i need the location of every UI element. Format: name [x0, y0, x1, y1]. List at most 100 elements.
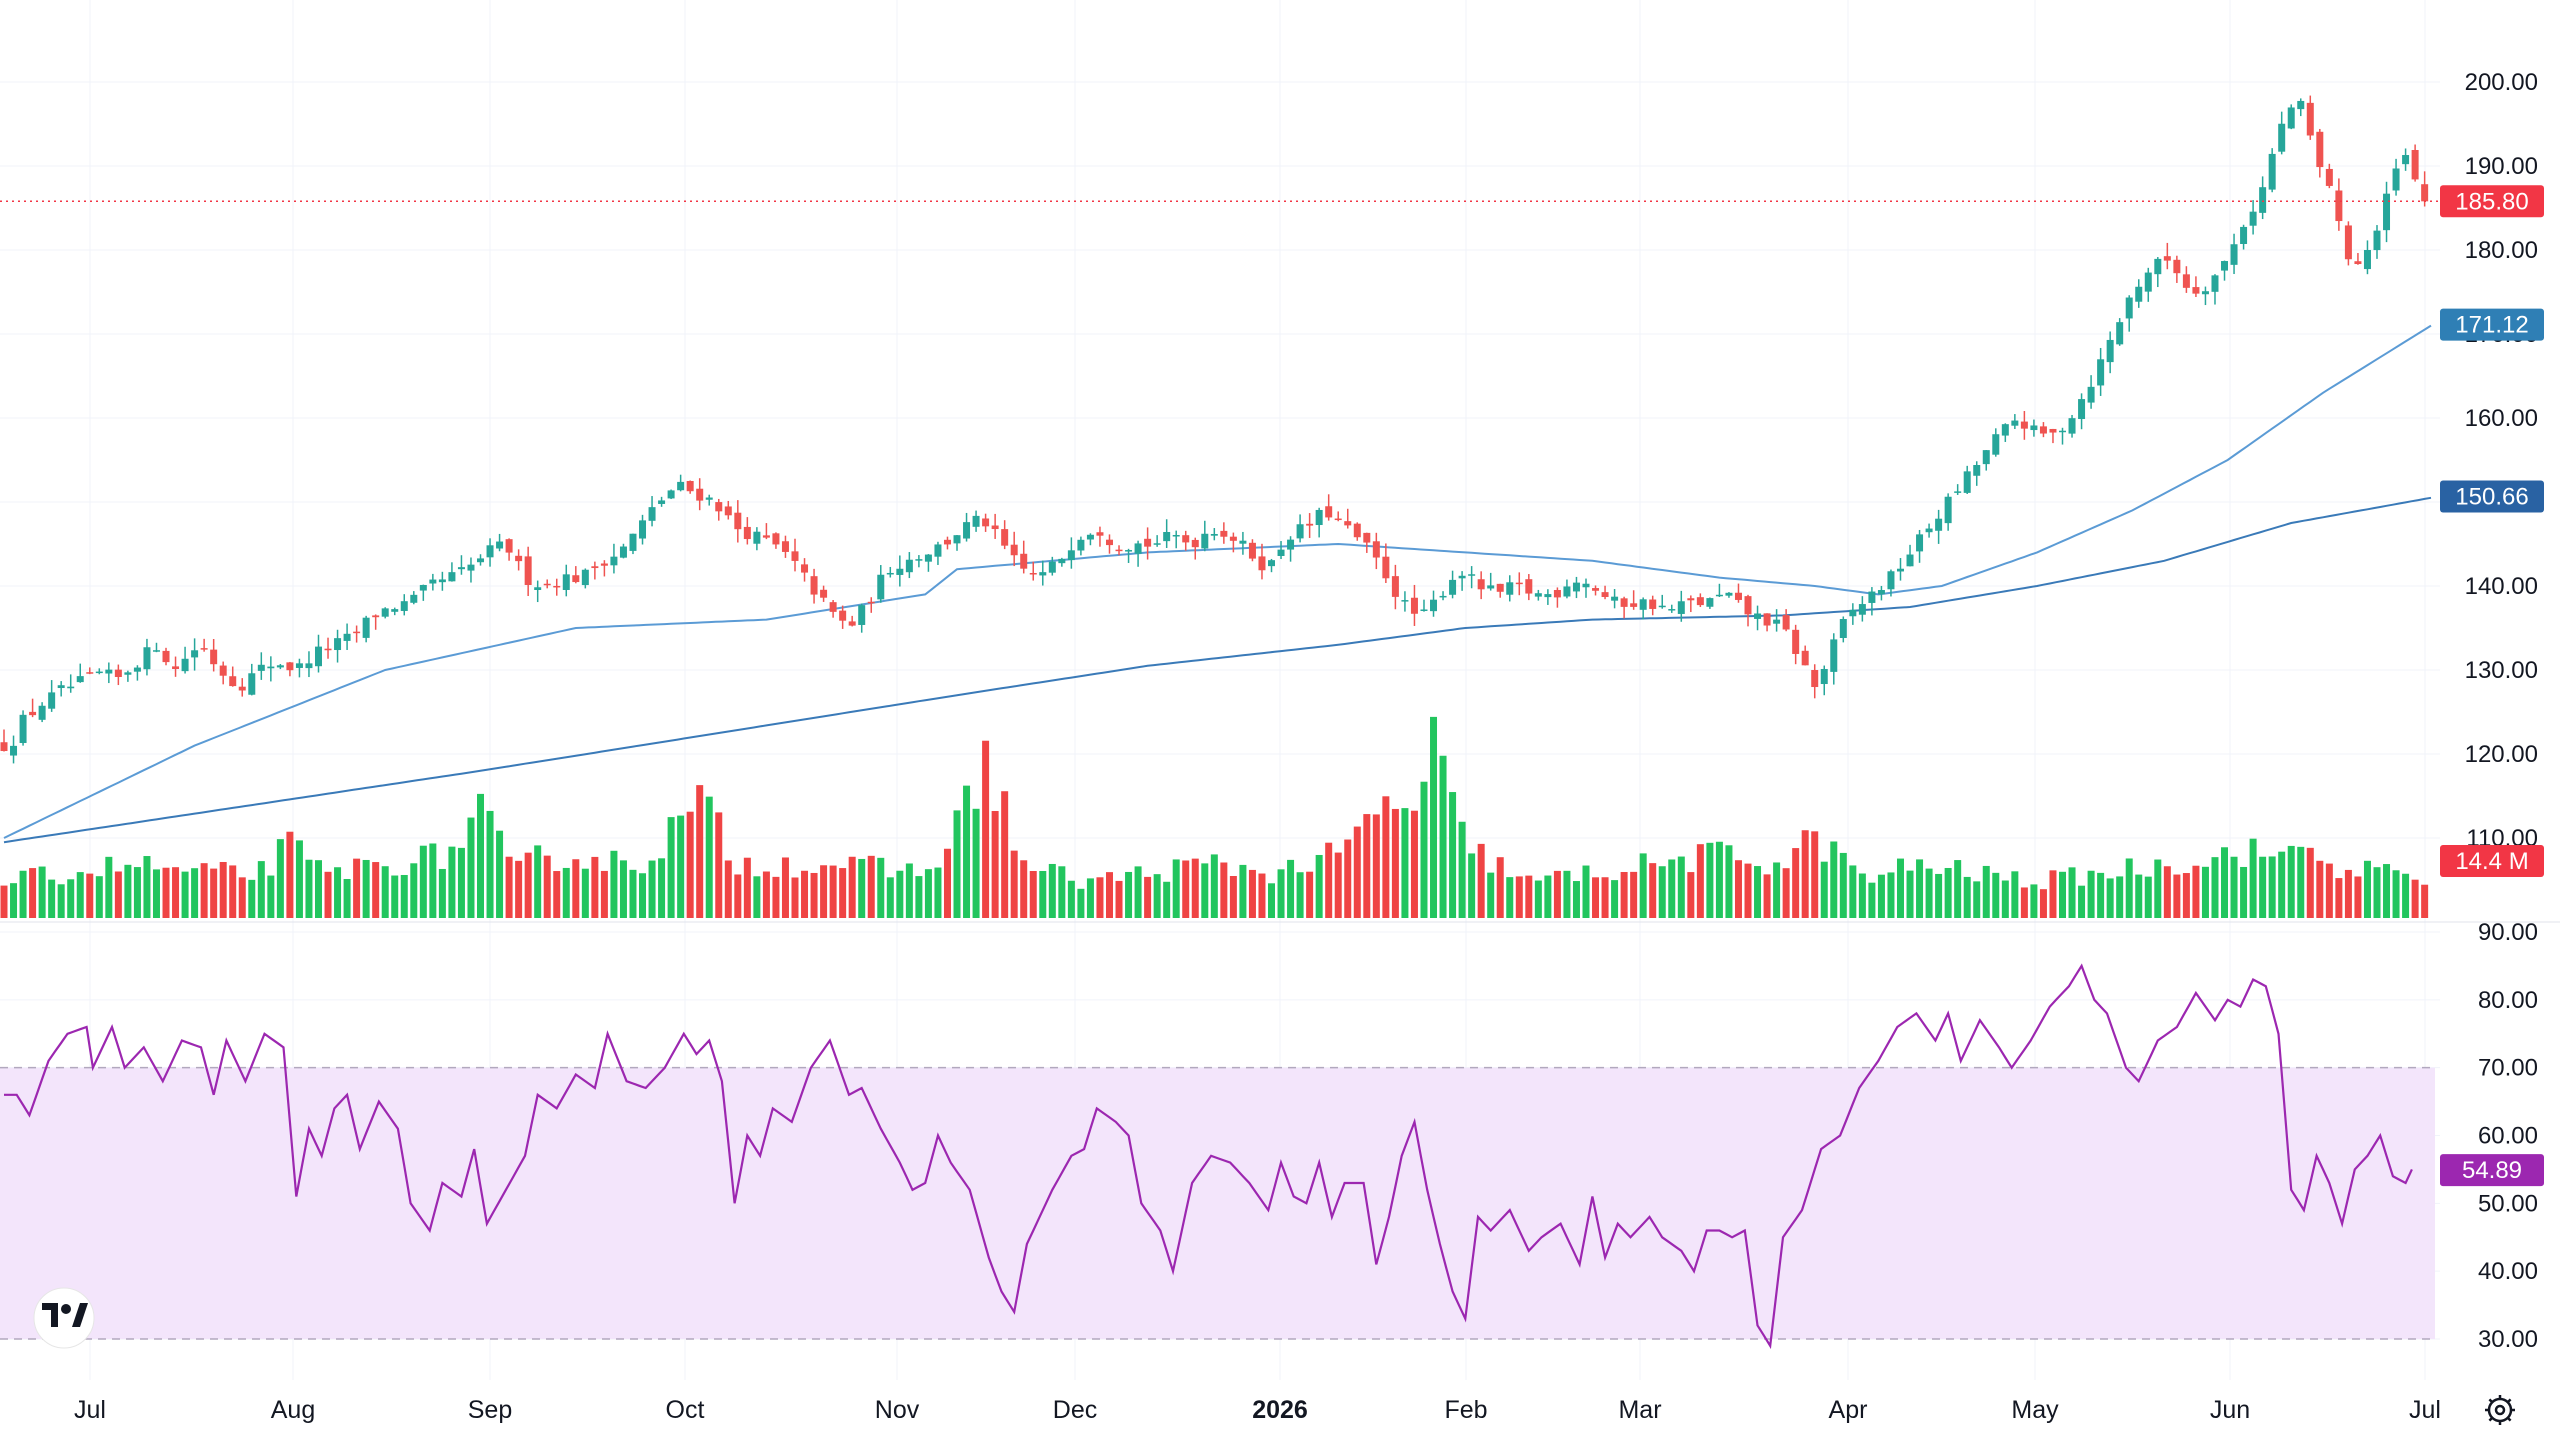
volume-bar [1096, 877, 1104, 918]
price-tick-label: 190.00 [2465, 153, 2538, 180]
candle-body [19, 714, 27, 744]
volume-bar [648, 860, 656, 918]
candle-body [2278, 123, 2286, 152]
candle-body [734, 512, 742, 530]
candle-body [2020, 421, 2028, 429]
value-tags: 185.80 171.12 150.66 14.4 M 54.89 [2440, 185, 2544, 1187]
candle-body [791, 551, 799, 561]
volume-bar [2297, 846, 2305, 918]
candle-body [591, 566, 599, 569]
settings-gear-icon[interactable] [2485, 1395, 2515, 1425]
candle-body [2373, 230, 2381, 251]
volume-bar [1353, 826, 1361, 918]
candle-body [1125, 550, 1133, 552]
volume-bar [1258, 873, 1266, 918]
candle-body [724, 506, 732, 516]
candle-body [2173, 259, 2181, 274]
candle-body [410, 594, 418, 603]
candle-body [2106, 339, 2114, 363]
candle-body [334, 638, 342, 651]
volume-bar [820, 865, 828, 918]
candle-body [133, 667, 141, 672]
candle-body [2049, 428, 2057, 433]
volume-bar [705, 796, 713, 918]
volume-bar [1868, 882, 1876, 918]
volume-bar [238, 877, 246, 918]
volume-bar [2144, 876, 2152, 918]
volume-bar [496, 830, 504, 918]
volume-bar [438, 868, 446, 918]
volume-bar [305, 859, 313, 918]
volume-bar [2039, 889, 2047, 918]
volume-bar [2249, 838, 2257, 918]
volume-bar [1773, 862, 1781, 918]
candle-body [1877, 590, 1885, 595]
volume-bar [2059, 871, 2067, 918]
candle-body [229, 676, 237, 687]
volume-bar [1086, 878, 1094, 918]
volume-bar [486, 810, 494, 918]
volume-bar [1534, 880, 1542, 918]
candle-body [982, 518, 990, 527]
candle-body [2402, 155, 2410, 165]
volume-bar [1239, 864, 1247, 918]
candle-body [934, 544, 942, 557]
candle-body [867, 601, 875, 604]
candle-body [191, 650, 199, 658]
volume-bar [257, 861, 265, 918]
candle-body [10, 745, 18, 756]
candle-body [1830, 639, 1838, 672]
candle-body [95, 671, 103, 674]
candle-body [1982, 450, 1990, 465]
volume-bar [267, 875, 275, 918]
candle-body [1506, 582, 1514, 595]
price-tick-label: 160.00 [2465, 405, 2538, 432]
tradingview-logo[interactable] [33, 1287, 95, 1349]
candle-body [1115, 549, 1123, 552]
volume-bar [1458, 821, 1466, 918]
volume-bar [381, 866, 389, 918]
candle-body [276, 665, 284, 668]
candle-body [467, 564, 475, 571]
ma-short-line [3, 324, 2432, 839]
candle-body [896, 568, 904, 575]
candle-body [1487, 585, 1495, 589]
volume-bar [1611, 880, 1619, 918]
rsi-tag-bg [2440, 1154, 2544, 1187]
candle-body [2163, 256, 2171, 261]
candle-body [1858, 604, 1866, 615]
candle-body [2297, 100, 2305, 110]
candle-body [1287, 539, 1295, 550]
candle-body [963, 522, 971, 539]
volume-bar [572, 859, 580, 918]
volume-bar [2154, 859, 2162, 918]
candle-body [1630, 603, 1638, 607]
candle-body [2059, 430, 2067, 433]
candle-body [1410, 597, 1418, 614]
volume-bar [905, 863, 913, 918]
candle-body [162, 650, 170, 663]
volume-bar [162, 867, 170, 918]
volume-bar [210, 868, 218, 918]
candle-body [1715, 594, 1723, 597]
time-axis: Jul Aug Sep Oct Nov Dec 2026 Feb Mar Apr May Jun Jul [74, 1396, 2441, 1424]
volume-bar [1973, 881, 1981, 918]
volume-bar [2106, 878, 2114, 918]
volume-bar [1077, 888, 1085, 918]
candle-body [2144, 272, 2152, 292]
candle-body [2421, 184, 2429, 202]
volume-bar [1792, 848, 1800, 918]
candle-body [362, 617, 370, 638]
candle-body [1696, 597, 1704, 606]
candle-body [1896, 568, 1904, 572]
volume-bar [924, 869, 932, 918]
candle-body [1820, 668, 1828, 685]
volume-bar [219, 861, 227, 918]
volume-bar [677, 815, 685, 918]
ma-short-tag: 171.12 [2455, 312, 2528, 339]
volume-bar [0, 885, 8, 918]
candle-body [1391, 576, 1399, 597]
candle-body [76, 676, 84, 683]
candle-body [1220, 530, 1228, 537]
